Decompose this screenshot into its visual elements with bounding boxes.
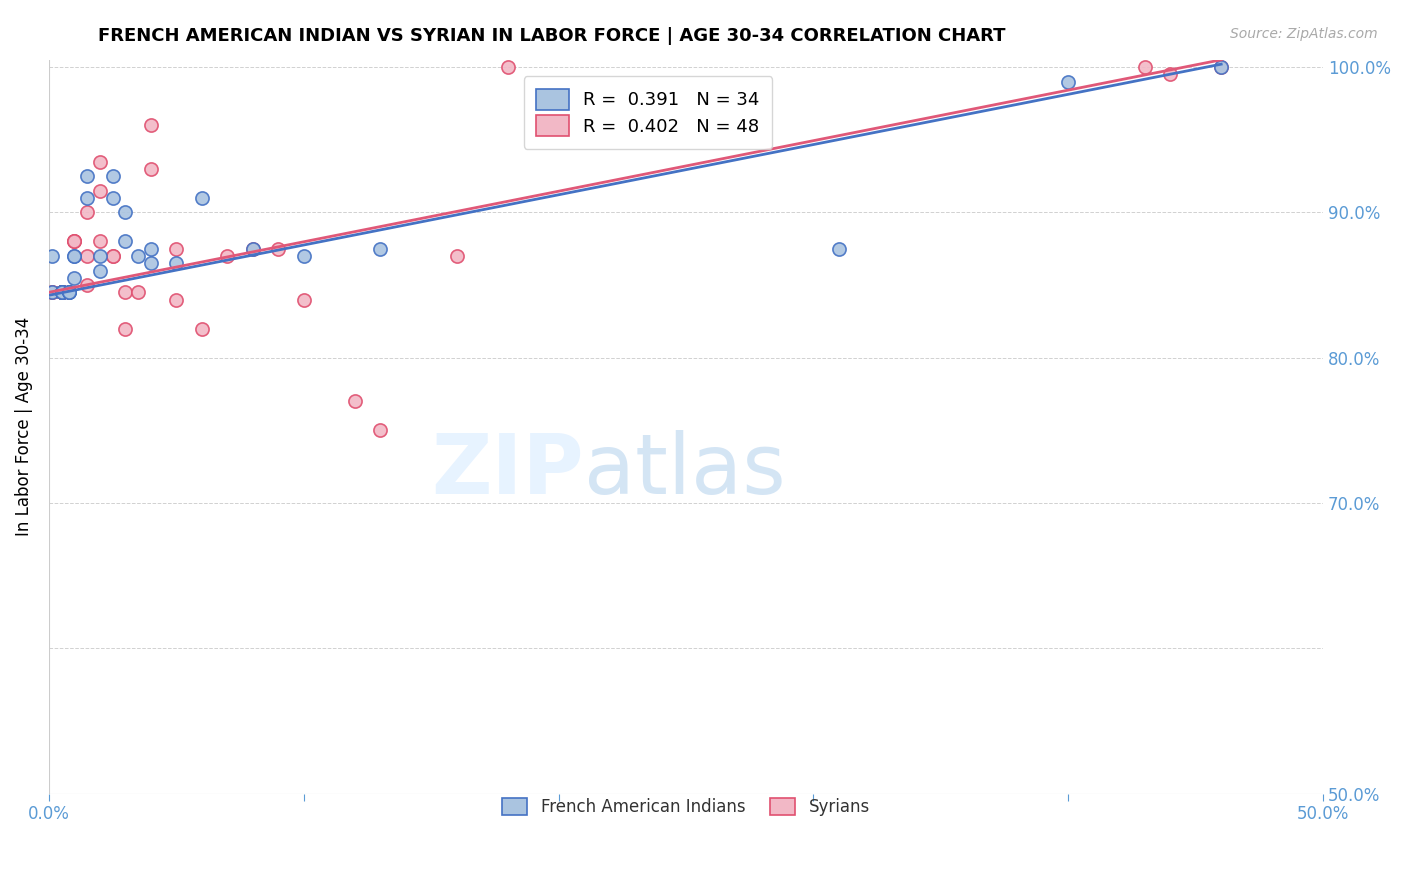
Point [1211,60,1233,74]
Legend: French American Indians, Syrians: French American Indians, Syrians [492,788,880,826]
Point [51,285,73,300]
Point [51,285,73,300]
Point [89,184,111,198]
Point [41,285,63,300]
Point [63,249,86,263]
Point [114,285,136,300]
Text: Source: ZipAtlas.com: Source: ZipAtlas.com [1230,27,1378,41]
Point [165,293,187,307]
Point [292,293,315,307]
Point [51,285,73,300]
Point [51,285,73,300]
Point [58,285,80,300]
Point [41,249,63,263]
Point [89,263,111,277]
Point [139,118,162,132]
Point [1133,60,1156,74]
Point [496,60,519,74]
Point [51,285,73,300]
Y-axis label: In Labor Force | Age 30-34: In Labor Force | Age 30-34 [15,318,32,536]
Point [101,249,124,263]
Point [114,321,136,335]
Point [76,278,98,293]
Point [51,285,73,300]
Point [51,285,73,300]
Point [58,285,80,300]
Point [58,285,80,300]
Point [63,235,86,249]
Point [76,191,98,205]
Point [51,285,73,300]
Point [191,321,214,335]
Point [139,242,162,256]
Point [51,285,73,300]
Point [165,242,187,256]
Point [51,285,73,300]
Point [58,285,80,300]
Point [63,270,86,285]
Point [51,285,73,300]
Point [51,285,73,300]
Point [828,242,851,256]
Point [63,235,86,249]
Point [165,256,187,270]
Point [76,169,98,183]
Point [101,249,124,263]
Point [51,285,73,300]
Point [51,285,73,300]
Point [41,285,63,300]
Point [41,285,63,300]
Point [217,249,239,263]
Point [89,154,111,169]
Point [446,249,468,263]
Point [114,205,136,219]
Point [267,242,290,256]
Point [76,205,98,219]
Point [242,242,264,256]
Point [1211,60,1233,74]
Point [51,285,73,300]
Point [139,161,162,176]
Text: atlas: atlas [583,430,786,511]
Point [51,285,73,300]
Point [51,285,73,300]
Text: FRENCH AMERICAN INDIAN VS SYRIAN IN LABOR FORCE | AGE 30-34 CORRELATION CHART: FRENCH AMERICAN INDIAN VS SYRIAN IN LABO… [98,27,1005,45]
Point [51,285,73,300]
Point [368,423,391,437]
Point [242,242,264,256]
Point [1057,74,1080,88]
Point [127,249,149,263]
Point [63,235,86,249]
Point [76,249,98,263]
Point [114,235,136,249]
Point [139,256,162,270]
Point [292,249,315,263]
Point [101,169,124,183]
Point [343,394,366,409]
Point [89,249,111,263]
Point [51,285,73,300]
Point [101,191,124,205]
Text: ZIP: ZIP [432,430,583,511]
Point [51,285,73,300]
Point [1159,67,1181,81]
Point [63,249,86,263]
Point [89,235,111,249]
Point [368,242,391,256]
Point [191,191,214,205]
Point [127,285,149,300]
Point [51,285,73,300]
Point [51,285,73,300]
